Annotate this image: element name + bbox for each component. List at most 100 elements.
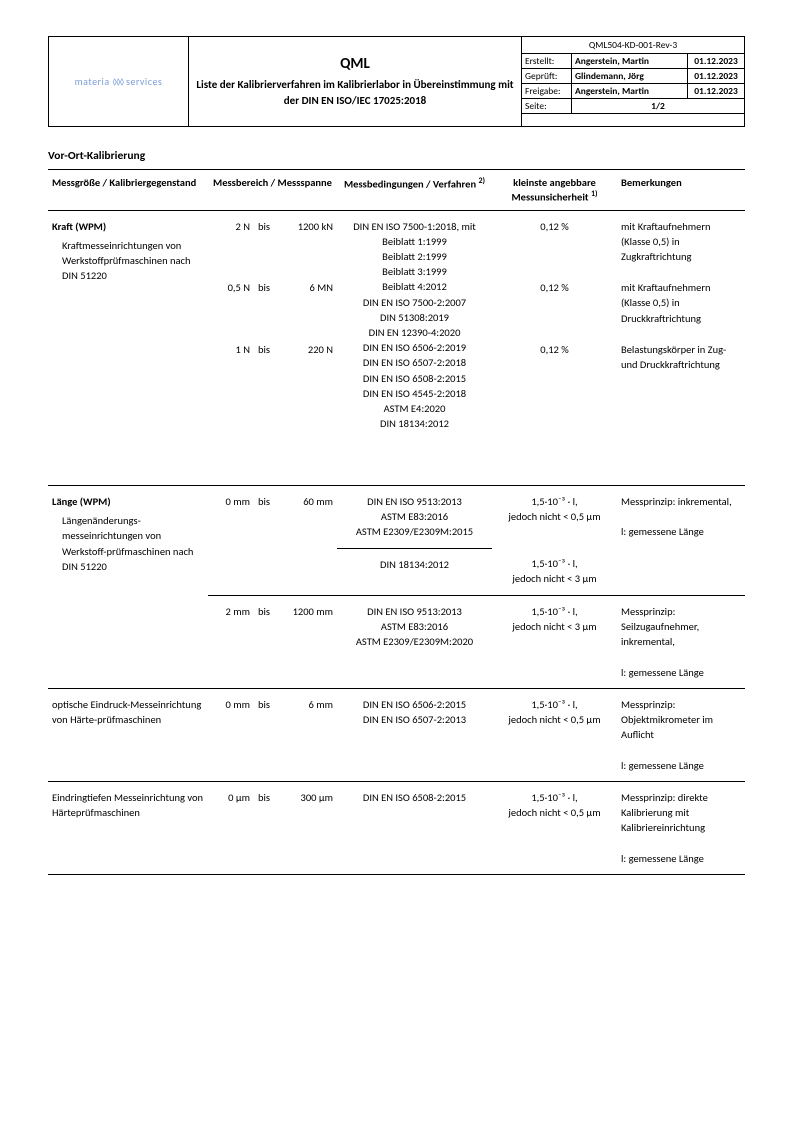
doc-header: materia ◊◊◊ services QML Liste der Kalib…	[48, 36, 745, 127]
cell-messgroesse: Kraft (WPM) Kraftmesseinrichtungen von W…	[48, 210, 208, 486]
meta-label: Freigabe:	[522, 84, 572, 98]
range-bis: bis	[254, 494, 274, 509]
cell-bemerkung: Messprinzip: direkte Kalibrierung mit Ka…	[617, 781, 745, 874]
meta-name: Angerstein, Martin	[572, 54, 688, 68]
logo-text-1: materia	[75, 75, 110, 88]
meta-date: 01.12.2023	[688, 69, 744, 83]
cell-messgroesse: Eindringtiefen Messeinrichtung von Härte…	[48, 781, 208, 874]
table-header-row: Messgröße / Kalibriergegenstand Messbere…	[48, 170, 745, 211]
meta-label: Geprüft:	[522, 69, 572, 83]
cell-bemerkung: Messprinzip: Seilzugaufnehmer, inkrement…	[617, 595, 745, 688]
cell-verfahren: DIN EN ISO 6506-2:2015DIN EN ISO 6507-2:…	[337, 688, 492, 781]
meta-date: 01.12.2023	[688, 84, 744, 98]
cell-bemerkung: Messprinzip: Objektmikrometer im Auflich…	[617, 688, 745, 781]
cell-bemerkung: mit Kraftaufnehmern (Klasse 0,5) in Zugk…	[617, 210, 745, 272]
col-messgroesse: Messgröße / Kalibriergegenstand	[48, 170, 208, 211]
range-to: 1200 kN	[278, 219, 333, 234]
col-verfahren: Messbedingungen / Verfahren 2)	[337, 170, 492, 211]
rem-a: Messprinzip: Seilzugaufnehmer, inkrement…	[621, 605, 699, 648]
range-to: 6 MN	[278, 280, 333, 295]
unc-b: jedoch nicht < 3 µm	[512, 572, 596, 585]
unc-a: 1,5·10⁻³ · l,	[531, 557, 577, 570]
cell-unsicherheit: 0,12 %	[492, 272, 617, 334]
laenge-title: Länge (WPM)	[52, 495, 111, 508]
logo-cell: materia ◊◊◊ services	[49, 37, 189, 126]
range-bis: bis	[254, 219, 274, 234]
doc-id: QML504-KD-001-Rev-3	[522, 37, 744, 54]
cell-unsicherheit: 0,12 %	[492, 334, 617, 486]
cell-verfahren: DIN EN ISO 9513:2013ASTM E83:2016ASTM E2…	[337, 486, 492, 549]
cell-verfahren: DIN EN ISO 6508-2:2015	[337, 781, 492, 874]
meta-cell: QML504-KD-001-Rev-3 Erstellt: Angerstein…	[522, 37, 744, 126]
table-row: Eindringtiefen Messeinrichtung von Härte…	[48, 781, 745, 874]
meta-row-page: Seite: 1/2	[522, 99, 744, 114]
cell-range: 2 N bis 1200 kN	[208, 210, 337, 272]
range-to: 220 N	[278, 342, 333, 357]
cell-range: 0 mmbis60 mm	[208, 486, 337, 596]
col3-text: Messbedingungen / Verfahren	[344, 178, 476, 191]
col-unsicherheit: kleinste angebbare Messunsicherheit 1)	[492, 170, 617, 211]
unc-b: jedoch nicht < 0,5 µm	[508, 806, 600, 819]
cell-bemerkung: Messprinzip: inkremental, l: gemessene L…	[617, 486, 745, 596]
range-from: 2 N	[212, 219, 250, 234]
range-from: 0 mm	[212, 494, 250, 509]
meta-row-geprueft: Geprüft: Glindemann, Jörg 01.12.2023	[522, 69, 744, 84]
table-row: Kraft (WPM) Kraftmesseinrichtungen von W…	[48, 210, 745, 272]
range-from: 0 mm	[212, 697, 250, 712]
title-sub: Liste der Kalibrierverfahren im Kalibrie…	[195, 77, 515, 108]
rem-b: l: gemessene Länge	[621, 759, 704, 772]
range-bis: bis	[254, 697, 274, 712]
table-row: optische Eindruck-Messeinrichtung von Hä…	[48, 688, 745, 781]
meta-row-freigabe: Freigabe: Angerstein, Martin 01.12.2023	[522, 84, 744, 99]
unc-val: 0,12 %	[540, 343, 568, 356]
cell-messgroesse: Länge (WPM) Längenänderungs-messeinricht…	[48, 486, 208, 689]
range-from: 0,5 N	[212, 280, 250, 295]
col3-sup: 2)	[478, 176, 485, 186]
cell-range: 0 µm bis 300 µm	[208, 781, 337, 874]
cell-range: 1 N bis 220 N	[208, 334, 337, 486]
cell-bemerkung: mit Kraftaufnehmern (Klasse 0,5) in Druc…	[617, 272, 745, 334]
cell-unsicherheit: 1,5·10⁻³ · l, jedoch nicht < 3 µm	[492, 548, 617, 595]
calibration-table: Messgröße / Kalibriergegenstand Messbere…	[48, 169, 745, 875]
col4-sup: 1)	[591, 189, 598, 199]
page-value: 1/2	[572, 99, 744, 113]
kraft-title: Kraft (WPM)	[52, 220, 106, 233]
range-bis: bis	[254, 790, 274, 805]
range-to: 1200 mm	[278, 604, 333, 619]
meta-name: Angerstein, Martin	[572, 84, 688, 98]
cell-range: 0 mmbis6 mm	[208, 688, 337, 781]
cell-unsicherheit: 1,5·10⁻³ · l, jedoch nicht < 3 µm	[492, 595, 617, 688]
title-main: QML	[195, 55, 515, 73]
col4-text: kleinste angebbare Messunsicherheit	[512, 176, 596, 204]
logo-text-2: services	[126, 75, 162, 88]
laenge-desc: Längenänderungs-messeinrichtungen von We…	[52, 513, 204, 574]
table-row: Länge (WPM) Längenänderungs-messeinricht…	[48, 486, 745, 549]
meta-date: 01.12.2023	[688, 54, 744, 68]
rem-a: Messprinzip: Objektmikrometer im Auflich…	[621, 698, 713, 741]
range-bis: bis	[254, 342, 274, 357]
rem-a: Messprinzip: direkte Kalibrierung mit Ka…	[621, 791, 708, 834]
unc-b: jedoch nicht < 0,5 µm	[508, 510, 600, 523]
cell-range: 2 mmbis1200 mm	[208, 595, 337, 688]
cell-bemerkung: Belastungskörper in Zug- und Druckkraftr…	[617, 334, 745, 486]
section-title: Vor-Ort-Kalibrierung	[48, 149, 745, 163]
unc-a: 1,5·10⁻³ · l,	[531, 698, 577, 711]
logo-pattern-icon: ◊◊◊	[112, 77, 123, 88]
cell-verfahren: DIN EN ISO 7500-1:2018, mitBeiblatt 1:19…	[337, 210, 492, 486]
unc-a: 1,5·10⁻³ · l,	[531, 605, 577, 618]
range-from: 0 µm	[212, 790, 250, 805]
range-bis: bis	[254, 280, 274, 295]
unc-a: 1,5·10⁻³ · l,	[531, 791, 577, 804]
range-bis: bis	[254, 604, 274, 619]
col-messbereich: Messbereich / Messspanne	[208, 170, 337, 211]
range-to: 300 µm	[278, 790, 333, 805]
cell-verfahren: DIN EN ISO 9513:2013ASTM E83:2016ASTM E2…	[337, 595, 492, 688]
col-bemerkungen: Bemerkungen	[617, 170, 745, 211]
title-cell: QML Liste der Kalibrierverfahren im Kali…	[189, 37, 522, 126]
meta-row-erstellt: Erstellt: Angerstein, Martin 01.12.2023	[522, 54, 744, 69]
range-from: 1 N	[212, 342, 250, 357]
cell-unsicherheit: 1,5·10⁻³ · l, jedoch nicht < 0,5 µm	[492, 688, 617, 781]
page-label: Seite:	[522, 99, 572, 113]
rem-b: l: gemessene Länge	[621, 852, 704, 865]
kraft-desc: Kraftmesseinrichtungen von Werkstoffprüf…	[52, 238, 204, 284]
